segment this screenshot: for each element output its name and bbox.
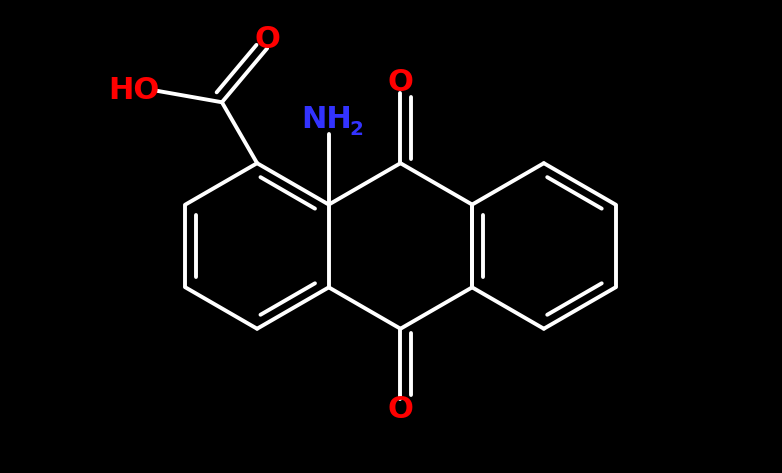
- Text: O: O: [254, 26, 280, 54]
- Text: 2: 2: [350, 120, 363, 139]
- Text: NH: NH: [301, 105, 352, 133]
- Text: HO: HO: [108, 76, 160, 105]
- Text: O: O: [388, 395, 414, 424]
- Text: O: O: [388, 68, 414, 97]
